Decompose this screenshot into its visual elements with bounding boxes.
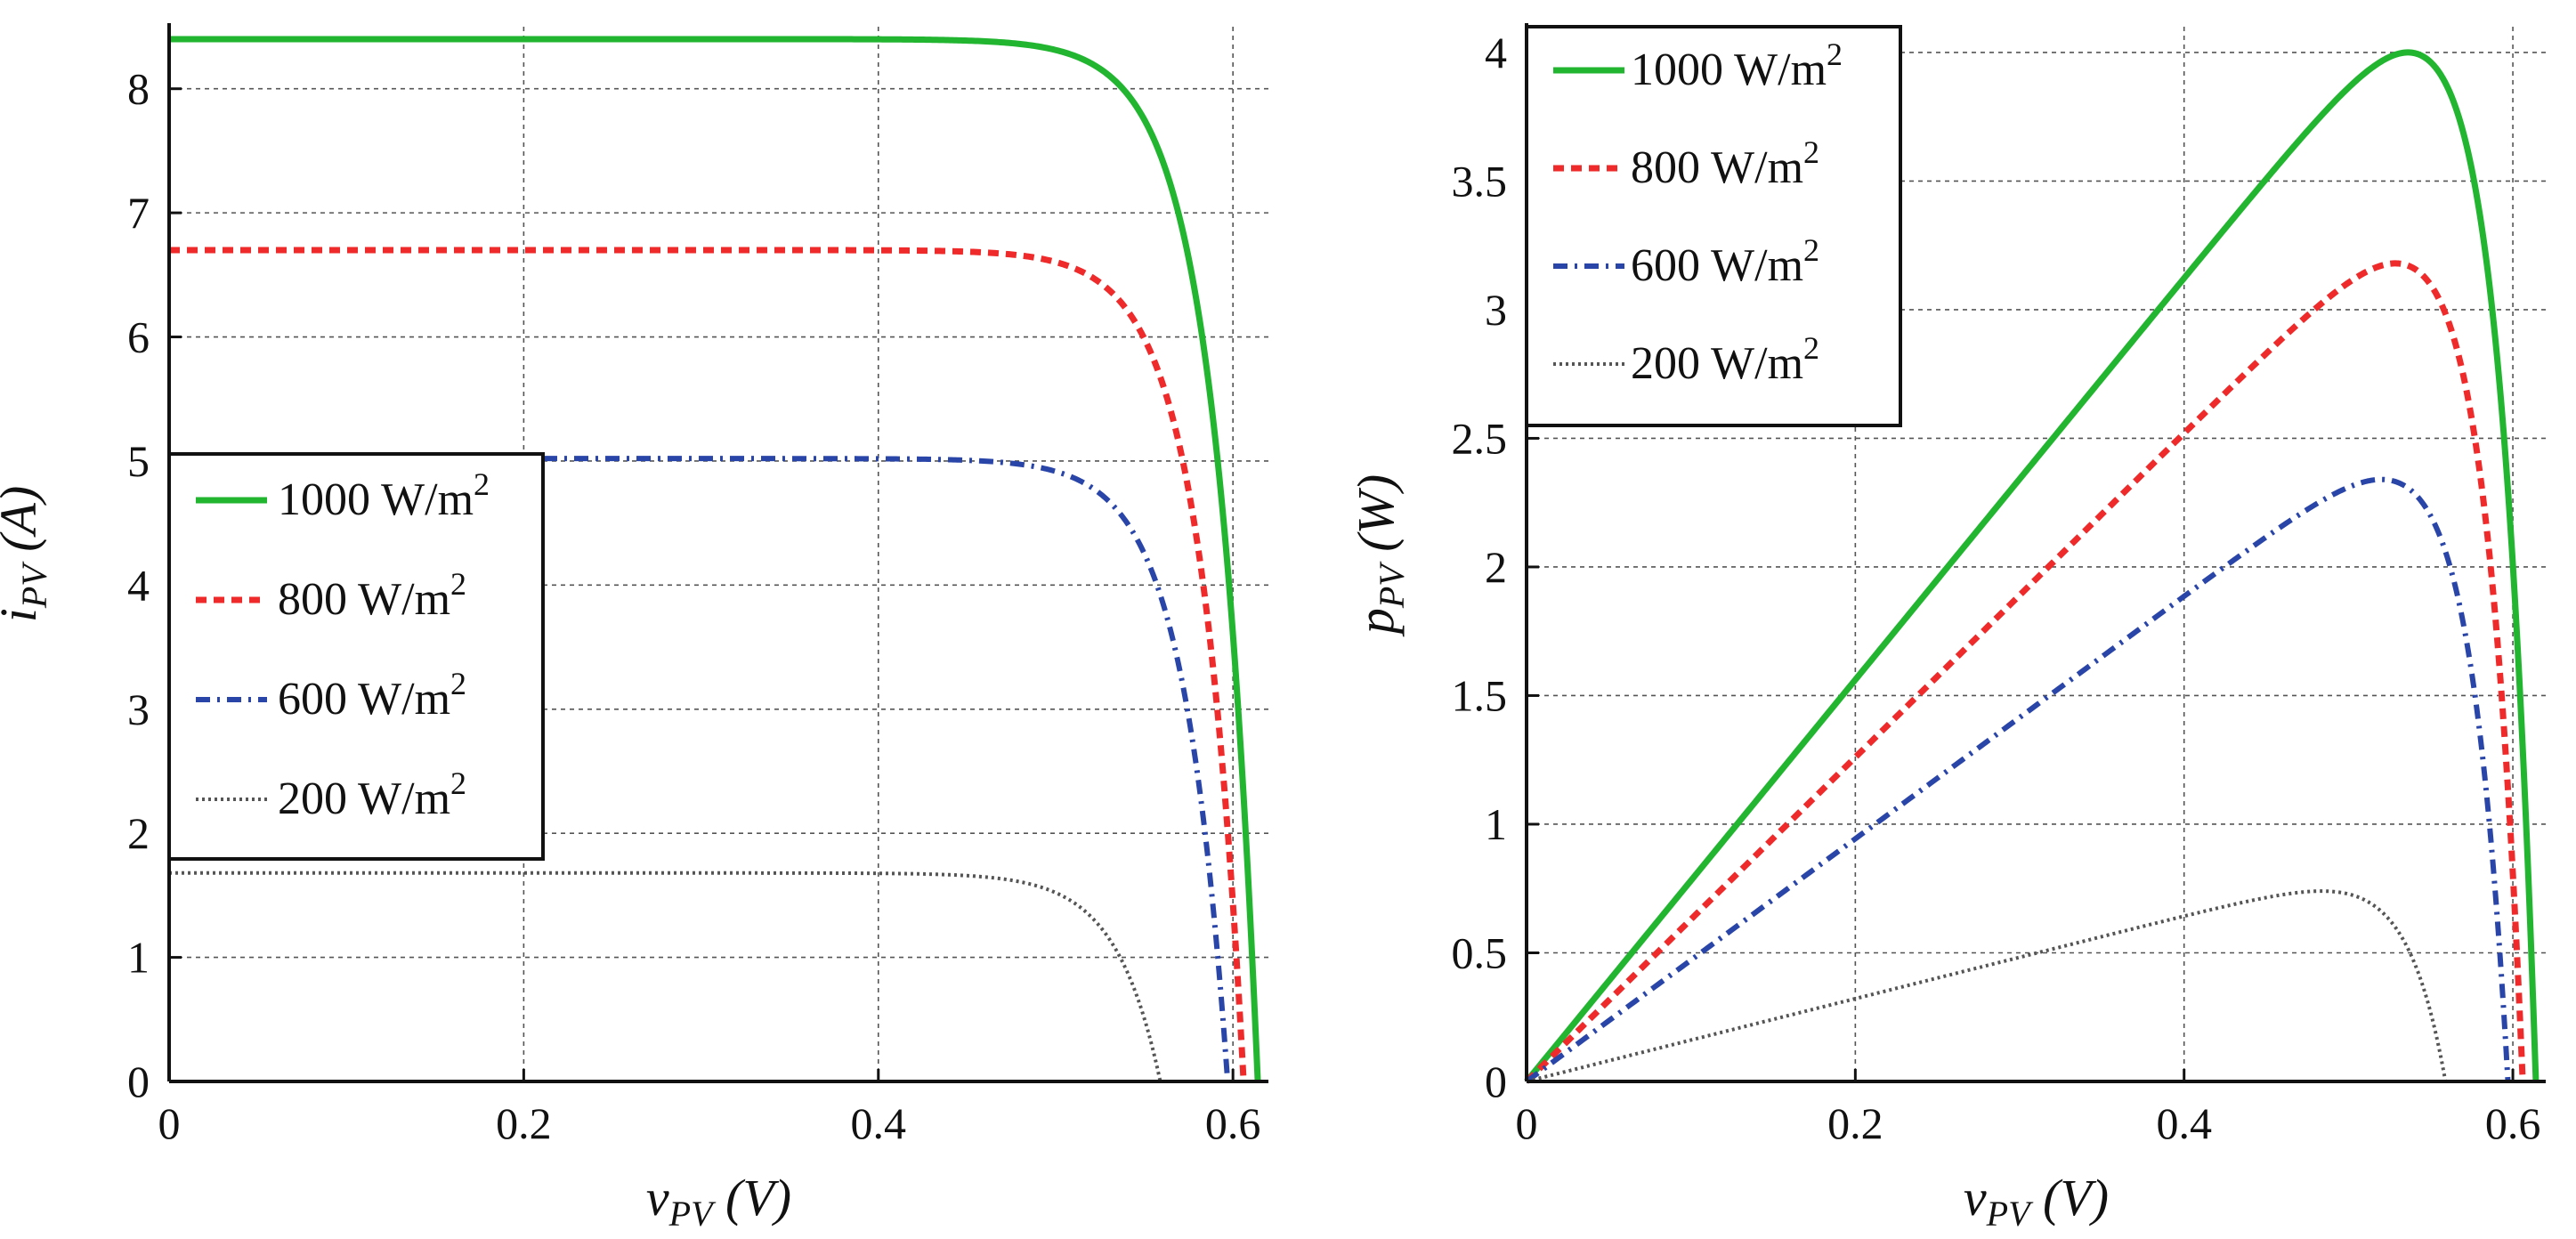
y-tick-label: 3 — [1485, 285, 1507, 335]
legend-label-200: 200 W/m2 — [278, 765, 466, 824]
legend-label-1000: 1000 W/m2 — [278, 466, 490, 525]
y-tick-label: 0 — [127, 1057, 150, 1106]
y-tick-label: 1 — [1485, 799, 1507, 849]
y-tick-label: 3.5 — [1452, 156, 1508, 206]
legend-label-1000: 1000 W/m2 — [1631, 36, 1843, 95]
y-tick-label: 8 — [127, 64, 150, 114]
legend-box — [1525, 25, 1902, 427]
y-tick-label: 2 — [127, 808, 150, 858]
chart-pv-curves: 0 0.2 0.4 0.6 0 0.5 1 1.5 2 2.5 3 3.5 4 vPV (V) pPV (W… — [1347, 23, 2546, 1234]
x-axis-label: vPV (V) — [1964, 1169, 2109, 1234]
x-tick-label: 0 — [1516, 1098, 1538, 1148]
y-tick-label: 0 — [1485, 1057, 1507, 1106]
series-line-1000 — [169, 36, 1261, 1084]
y-tick-label: 2 — [1485, 542, 1507, 592]
x-tick-label: 0.6 — [2485, 1098, 2541, 1148]
series-line-200 — [169, 871, 1162, 1083]
legend-label-800: 800 W/m2 — [278, 566, 466, 625]
x-tick-label: 0.2 — [496, 1098, 552, 1148]
legend-label-800: 800 W/m2 — [1631, 134, 1819, 193]
legend: 1000 W/m2 800 W/m2 600 W/m2 200 W/m2 — [167, 452, 545, 861]
series-line-1000 — [1524, 49, 2540, 1084]
y-tick-label: 6 — [127, 312, 150, 362]
y-tick-label: 2.5 — [1452, 413, 1508, 463]
series-line-200 — [1526, 889, 2448, 1083]
series-line-600 — [169, 456, 1231, 1084]
y-tick-label: 4 — [127, 560, 150, 610]
x-tick-label: 0.2 — [1827, 1098, 1883, 1148]
x-tick-label: 0.4 — [851, 1098, 907, 1148]
series-line-800 — [169, 247, 1247, 1084]
y-tick-label: 0.5 — [1452, 927, 1508, 977]
x-tick-label: 0.4 — [2156, 1098, 2212, 1148]
y-tick-label: 4 — [1485, 28, 1507, 77]
y-axis-label: iPV (A) — [0, 486, 54, 623]
y-tick-label: 1 — [127, 933, 150, 983]
legend-label-600: 600 W/m2 — [1631, 232, 1819, 291]
y-tick-label: 5 — [127, 436, 150, 486]
y-tick-label: 1.5 — [1452, 670, 1508, 720]
legend-box — [167, 452, 545, 861]
y-tick-label: 3 — [127, 684, 150, 734]
legend-label-200: 200 W/m2 — [1631, 330, 1819, 389]
series-line-600 — [1525, 476, 2511, 1084]
y-tick-label: 7 — [127, 188, 150, 238]
chart-iv-curves: 0 0.2 0.4 0.6 0 1 2 3 4 5 6 7 8 vPV (V) iPV (A) 1000 W/… — [0, 23, 1268, 1234]
x-axis-label: vPV (V) — [646, 1169, 791, 1234]
legend-label-600: 600 W/m2 — [278, 666, 466, 725]
x-tick-label: 0 — [158, 1098, 181, 1148]
legend: 1000 W/m2 800 W/m2 600 W/m2 200 W/m2 — [1525, 25, 1902, 427]
y-axis-label: pPV (W) — [1347, 474, 1412, 637]
x-tick-label: 0.6 — [1205, 1098, 1261, 1148]
